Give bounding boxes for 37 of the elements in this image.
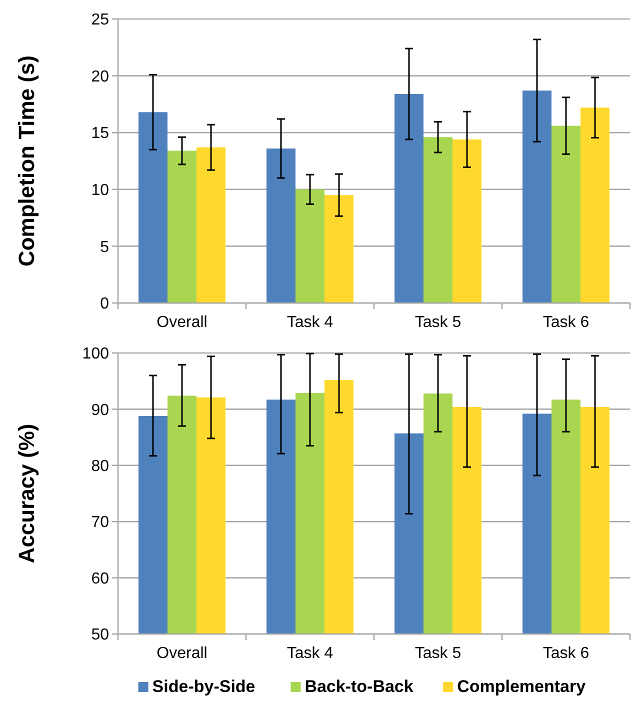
- legend-label: Side-by-Side: [152, 677, 256, 696]
- y-tick-label: 10: [91, 182, 110, 199]
- bar: [266, 148, 296, 303]
- y-tick-label: 70: [91, 514, 110, 532]
- y-tick-label: 80: [91, 458, 110, 475]
- bar: [580, 108, 610, 303]
- y-axis-title: Accuracy (%): [14, 424, 39, 564]
- y-axis-title: Completion Time (s): [14, 55, 39, 267]
- x-tick-label: Task 6: [542, 645, 590, 662]
- legend-label: Back-to-Back: [304, 677, 414, 696]
- y-tick-label: 0: [100, 296, 110, 313]
- x-tick-label: Task 5: [414, 314, 462, 331]
- y-tick-label: 5: [100, 238, 110, 256]
- x-tick-label: Task 4: [286, 645, 334, 662]
- y-tick-label: 90: [91, 402, 110, 419]
- bar: [394, 94, 424, 303]
- y-tick-label: 25: [91, 12, 110, 29]
- legend-label: Complementary: [457, 677, 586, 696]
- bar: [423, 137, 453, 303]
- bar: [324, 195, 354, 303]
- x-tick-label: Task 6: [542, 314, 590, 331]
- y-tick-label: 20: [91, 68, 110, 86]
- bar: [295, 189, 325, 303]
- bar: [551, 126, 581, 303]
- y-tick-label: 50: [91, 626, 110, 644]
- y-tick-label: 15: [91, 125, 110, 142]
- bar: [452, 139, 482, 303]
- x-tick-label: Overall: [156, 645, 208, 662]
- y-tick-label: 100: [82, 346, 110, 363]
- y-tick-label: 60: [91, 570, 110, 588]
- x-tick-label: Task 4: [286, 314, 334, 331]
- bar: [522, 90, 552, 303]
- x-tick-label: Task 5: [414, 645, 462, 662]
- bar: [167, 150, 197, 303]
- x-tick-label: Overall: [156, 314, 208, 331]
- bar: [138, 112, 168, 303]
- bar: [196, 147, 226, 303]
